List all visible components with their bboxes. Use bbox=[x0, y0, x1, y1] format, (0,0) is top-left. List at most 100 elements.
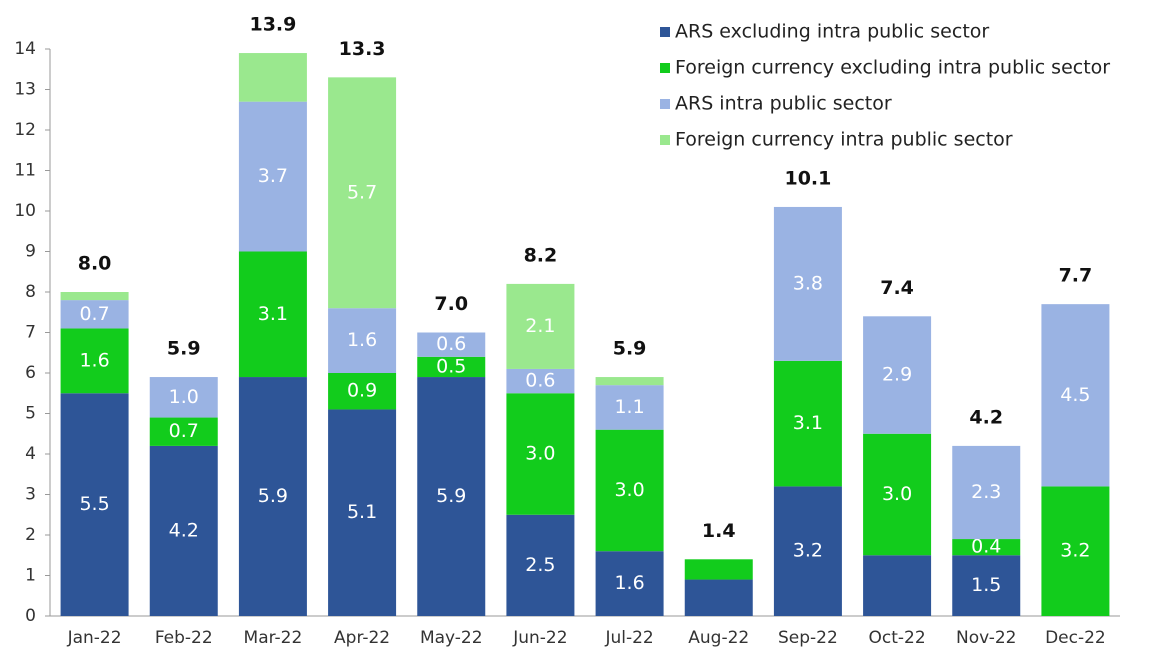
segment-label: 2.9 bbox=[882, 364, 912, 386]
bar-segment bbox=[328, 409, 397, 616]
y-tick-label: 6 bbox=[25, 363, 36, 383]
bar-segment bbox=[238, 53, 307, 102]
legend-label: ARS intra public sector bbox=[675, 93, 892, 115]
bar-segment bbox=[506, 514, 575, 616]
segment-label: 3.1 bbox=[793, 412, 823, 434]
segment-label: 0.5 bbox=[436, 355, 466, 377]
legend-swatch bbox=[660, 63, 670, 73]
x-tick-label: Jan-22 bbox=[67, 628, 122, 648]
segment-label: 3.0 bbox=[525, 443, 555, 465]
bar-segment bbox=[952, 445, 1021, 540]
bar-segment bbox=[595, 429, 664, 552]
segment-label: 2.5 bbox=[525, 554, 555, 576]
y-tick-label: 10 bbox=[14, 201, 36, 221]
total-label: 10.1 bbox=[784, 167, 831, 189]
total-label: 8.2 bbox=[524, 244, 558, 266]
total-label: 5.9 bbox=[167, 338, 201, 360]
segment-label: 1.6 bbox=[347, 329, 377, 351]
x-tick-label: Jul-22 bbox=[604, 628, 653, 648]
total-label: 13.3 bbox=[339, 38, 386, 60]
legend-swatch bbox=[660, 27, 670, 37]
bar-segment bbox=[952, 539, 1021, 556]
x-tick-label: Sep-22 bbox=[778, 628, 838, 648]
bar-segment bbox=[60, 292, 129, 301]
segment-label: 1.5 bbox=[971, 574, 1001, 596]
bar-segment bbox=[506, 283, 575, 369]
y-tick-label: 8 bbox=[25, 282, 36, 302]
x-tick-label: Aug-22 bbox=[688, 628, 749, 648]
bar-segment bbox=[1041, 486, 1110, 616]
bar-segment bbox=[863, 316, 932, 434]
segment-label: 3.2 bbox=[793, 540, 823, 562]
segment-label: 1.6 bbox=[79, 349, 109, 371]
total-label: 7.0 bbox=[434, 293, 468, 315]
y-tick-label: 11 bbox=[14, 161, 36, 181]
bar-segment bbox=[60, 328, 129, 394]
bar-segment bbox=[149, 445, 218, 616]
legend-label: ARS excluding intra public sector bbox=[675, 21, 989, 43]
x-tick-label: Feb-22 bbox=[155, 628, 213, 648]
bar-segment bbox=[328, 373, 397, 410]
bar-segment bbox=[863, 433, 932, 556]
y-tick-label: 4 bbox=[25, 444, 36, 464]
bar-segment bbox=[506, 368, 575, 394]
x-tick-label: Mar-22 bbox=[244, 628, 303, 648]
y-tick-label: 13 bbox=[14, 80, 36, 100]
y-tick-label: 1 bbox=[25, 566, 36, 586]
segment-label: 2.3 bbox=[971, 481, 1001, 503]
legend-label: Foreign currency intra public sector bbox=[675, 129, 1013, 151]
segment-label: 4.2 bbox=[169, 519, 199, 541]
legend-label: Foreign currency excluding intra public … bbox=[675, 57, 1110, 79]
bar-segment bbox=[417, 356, 486, 378]
y-tick-label: 2 bbox=[25, 525, 36, 545]
segment-label: 3.7 bbox=[258, 165, 288, 187]
segment-label: 2.1 bbox=[525, 315, 555, 337]
bar-segment bbox=[595, 551, 664, 616]
total-label: 5.9 bbox=[613, 338, 647, 360]
bar-segment bbox=[328, 308, 397, 373]
x-tick-label: Dec-22 bbox=[1045, 628, 1106, 648]
bar-segment bbox=[238, 377, 307, 616]
y-tick-label: 0 bbox=[25, 606, 36, 626]
legend-swatch bbox=[660, 135, 670, 145]
segment-label: 1.6 bbox=[614, 572, 644, 594]
segment-label: 0.4 bbox=[971, 536, 1001, 558]
segment-label: 5.7 bbox=[347, 181, 377, 203]
total-label: 1.4 bbox=[702, 520, 736, 542]
segment-label: 3.0 bbox=[614, 479, 644, 501]
bar-segment bbox=[773, 206, 842, 361]
segment-label: 1.0 bbox=[169, 386, 199, 408]
segment-label: 3.1 bbox=[258, 303, 288, 325]
y-tick-label: 5 bbox=[25, 404, 36, 424]
segment-label: 0.7 bbox=[79, 303, 109, 325]
total-label: 8.0 bbox=[78, 253, 112, 275]
bar-segment bbox=[595, 377, 664, 386]
bar-segment bbox=[506, 393, 575, 515]
bar-segment bbox=[952, 555, 1021, 616]
bar-segment bbox=[684, 579, 753, 616]
total-label: 7.4 bbox=[880, 277, 914, 299]
y-tick-label: 3 bbox=[25, 485, 36, 505]
x-tick-label: Oct-22 bbox=[868, 628, 925, 648]
bar-segment bbox=[328, 77, 397, 309]
bar-segment bbox=[417, 377, 486, 616]
segment-label: 3.2 bbox=[1060, 540, 1090, 562]
bar-segment bbox=[60, 300, 129, 329]
bar-segment bbox=[149, 377, 218, 418]
total-label: 13.9 bbox=[249, 14, 296, 36]
bar-segment bbox=[1041, 304, 1110, 487]
bar-segment bbox=[773, 486, 842, 616]
bar-segment bbox=[238, 101, 307, 252]
bar-segment bbox=[149, 417, 218, 446]
segment-label: 0.7 bbox=[169, 420, 199, 442]
bar-segment bbox=[773, 360, 842, 487]
segment-label: 0.9 bbox=[347, 380, 377, 402]
total-label: 7.7 bbox=[1059, 265, 1093, 287]
bar-segment bbox=[417, 332, 486, 357]
x-tick-label: Apr-22 bbox=[334, 628, 390, 648]
legend-swatch bbox=[660, 99, 670, 109]
segment-label: 1.1 bbox=[614, 396, 644, 418]
y-tick-label: 9 bbox=[25, 242, 36, 262]
bar-segment bbox=[684, 559, 753, 580]
